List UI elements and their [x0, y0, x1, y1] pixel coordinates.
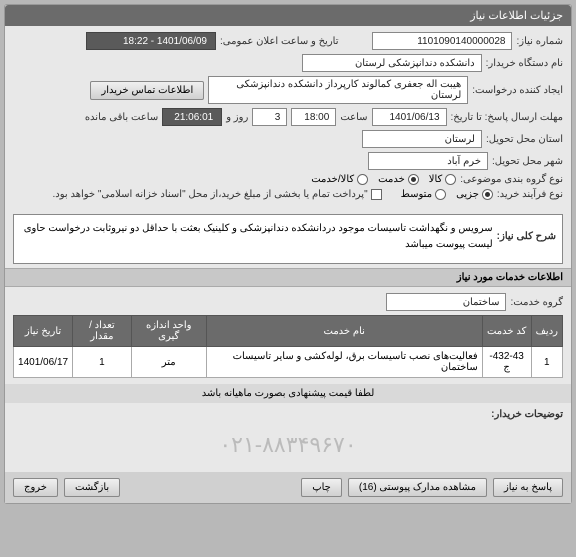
province-value: لرستان — [362, 130, 482, 148]
days-label: روز و — [226, 112, 248, 123]
th-code: کد خدمت — [482, 316, 531, 347]
radio-service[interactable]: خدمت — [378, 174, 419, 185]
process-type-label: نوع فرآیند خرید: — [497, 189, 563, 200]
remaining-label: ساعت باقی مانده — [85, 112, 158, 123]
print-button[interactable]: چاپ — [301, 478, 342, 497]
radio-medium-label: متوسط — [401, 189, 432, 200]
request-creator-value: هیبت اله جعفری کمالوند کارپرداز دانشکده … — [208, 76, 468, 104]
table-row: 1 432-43-ج فعالیت‌های نصب تاسیسات برق، ل… — [14, 347, 563, 378]
deadline-time-value: 18:00 — [291, 108, 336, 126]
row-group-type: نوع گروه بندی موضوعی: کالا خدمت کالا/خدم… — [13, 174, 563, 185]
row-process-type: نوع فرآیند خرید: جزیی متوسط "پرداخت تمام… — [13, 189, 563, 200]
services-section-title: اطلاعات خدمات مورد نیاز — [5, 268, 571, 287]
back-button[interactable]: بازگشت — [64, 478, 120, 497]
td-unit: متر — [131, 347, 206, 378]
th-qty: تعداد / مقدار — [73, 316, 132, 347]
deadline-date-value: 1401/06/13 — [372, 108, 447, 126]
panel-body: شماره نیاز: 1101090140000028 تاریخ و ساع… — [5, 26, 571, 210]
price-note: لطفا قیمت پیشنهادی بصورت ماهیانه باشد — [5, 384, 571, 403]
radio-service-input — [408, 174, 419, 185]
row-need-number: شماره نیاز: 1101090140000028 تاریخ و ساع… — [13, 32, 563, 50]
td-code: 432-43-ج — [482, 347, 531, 378]
radio-service-label: خدمت — [378, 174, 405, 185]
general-desc-text: سرویس و نگهداشت تاسیسات موجود دردانشکده … — [20, 221, 493, 253]
city-value: خرم آباد — [368, 152, 488, 170]
panel-title: جزئیات اطلاعات نیاز — [5, 5, 571, 26]
watermark-phone: ۰۲۱-۸۸۳۴۹۶۷۰ — [13, 424, 563, 466]
radio-medium[interactable]: متوسط — [401, 189, 446, 200]
request-creator-label: ایجاد کننده درخواست: — [472, 85, 563, 96]
th-row: ردیف — [531, 316, 562, 347]
need-details-panel: جزئیات اطلاعات نیاز شماره نیاز: 11010901… — [4, 4, 572, 504]
time-label-1: ساعت — [340, 112, 367, 123]
days-value: 3 — [252, 108, 287, 126]
th-date: تاریخ نیاز — [14, 316, 73, 347]
row-request-creator: ایجاد کننده درخواست: هیبت اله جعفری کمال… — [13, 76, 563, 104]
service-group-label: گروه خدمت: — [510, 297, 563, 308]
radio-goods[interactable]: کالا — [429, 174, 457, 185]
announce-date-label: تاریخ و ساعت اعلان عمومی: — [220, 36, 339, 47]
buyer-notes-label: توضیحات خریدار: — [491, 409, 563, 420]
remaining-time-value: 21:06:01 — [162, 108, 222, 126]
radio-goods-input — [445, 174, 456, 185]
row-service-group: گروه خدمت: ساختمان — [13, 293, 563, 311]
radio-medium-input — [435, 189, 446, 200]
process-note-text: "پرداخت تمام یا بخشی از مبلغ خرید،از محل… — [52, 189, 367, 200]
td-date: 1401/06/17 — [14, 347, 73, 378]
process-note-checkbox[interactable] — [371, 189, 382, 200]
announce-date-value: 1401/06/09 - 18:22 — [86, 32, 216, 50]
city-label: شهر محل تحویل: — [492, 156, 563, 167]
need-number-value: 1101090140000028 — [372, 32, 512, 50]
td-qty: 1 — [73, 347, 132, 378]
row-city: شهر محل تحویل: خرم آباد — [13, 152, 563, 170]
radio-partial-label: جزیی — [456, 189, 479, 200]
buyer-org-value: دانشکده دندانپزشکی لرستان — [302, 54, 482, 72]
attachments-button[interactable]: مشاهده مدارک پیوستی (16) — [348, 478, 487, 497]
td-row: 1 — [531, 347, 562, 378]
group-type-radios: کالا خدمت کالا/خدمت — [311, 174, 456, 185]
radio-goods-label: کالا — [429, 174, 443, 185]
need-number-label: شماره نیاز: — [516, 36, 563, 47]
radio-both[interactable]: کالا/خدمت — [311, 174, 368, 185]
th-name: نام خدمت — [206, 316, 482, 347]
footer-buttons: پاسخ به نیاز مشاهده مدارک پیوستی (16) چا… — [5, 472, 571, 503]
radio-partial-input — [482, 189, 493, 200]
buyer-org-label: نام دستگاه خریدار: — [486, 58, 563, 69]
exit-button[interactable]: خروج — [13, 478, 58, 497]
row-province: استان محل تحویل: لرستان — [13, 130, 563, 148]
row-buyer-org: نام دستگاه خریدار: دانشکده دندانپزشکی لر… — [13, 54, 563, 72]
row-buyer-notes: توضیحات خریدار: — [13, 409, 563, 420]
deadline-label: مهلت ارسال پاسخ: تا تاریخ: — [451, 112, 563, 123]
province-label: استان محل تحویل: — [486, 134, 563, 145]
group-type-label: نوع گروه بندی موضوعی: — [460, 174, 563, 185]
radio-both-input — [357, 174, 368, 185]
reply-button[interactable]: پاسخ به نیاز — [493, 478, 563, 497]
general-desc-label: شرح کلی نیاز: — [497, 229, 556, 245]
service-group-value: ساختمان — [386, 293, 506, 311]
contact-info-button[interactable]: اطلاعات تماس خریدار — [90, 81, 204, 100]
radio-partial[interactable]: جزیی — [456, 189, 493, 200]
td-name: فعالیت‌های نصب تاسیسات برق، لوله‌کشی و س… — [206, 347, 482, 378]
table-header-row: ردیف کد خدمت نام خدمت واحد اندازه گیری ت… — [14, 316, 563, 347]
process-type-radios: جزیی متوسط — [401, 189, 493, 200]
th-unit: واحد اندازه گیری — [131, 316, 206, 347]
radio-both-label: کالا/خدمت — [311, 174, 354, 185]
services-table: ردیف کد خدمت نام خدمت واحد اندازه گیری ت… — [13, 315, 563, 378]
process-note-item: "پرداخت تمام یا بخشی از مبلغ خرید،از محل… — [52, 189, 381, 200]
row-deadline: مهلت ارسال پاسخ: تا تاریخ: 1401/06/13 سا… — [13, 108, 563, 126]
general-desc-box: شرح کلی نیاز: سرویس و نگهداشت تاسیسات مو… — [13, 214, 563, 264]
